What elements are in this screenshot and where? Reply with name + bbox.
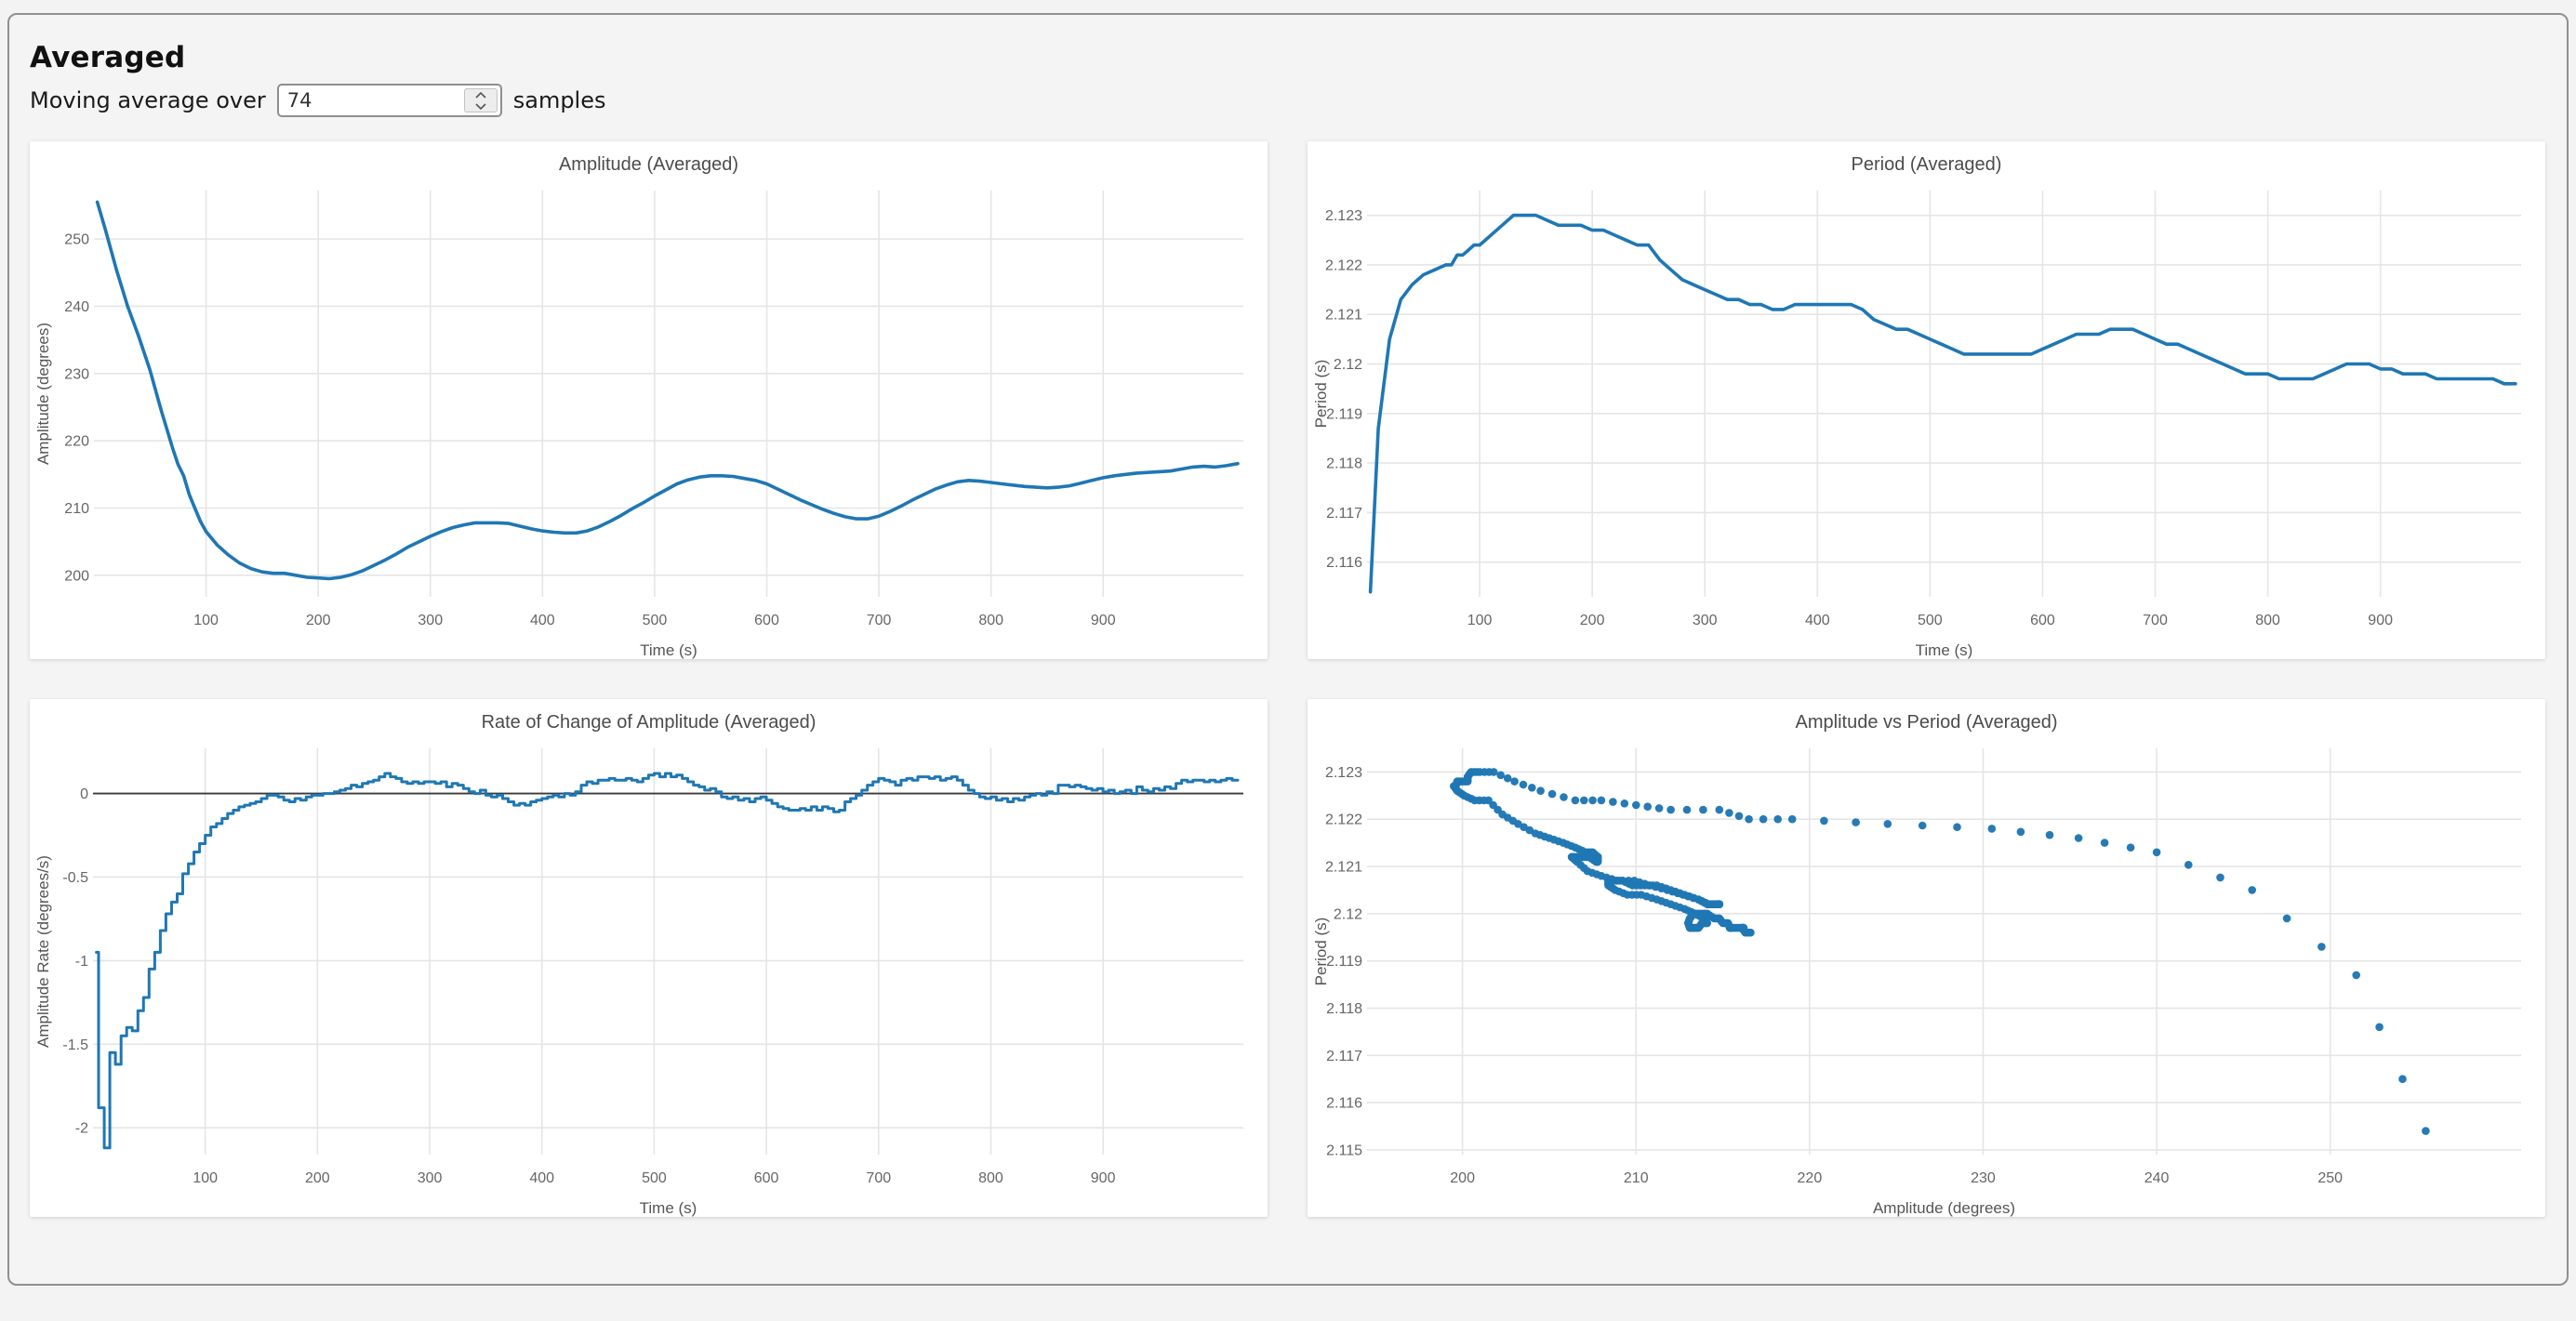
svg-text:2.122: 2.122 [1325,812,1362,828]
svg-text:Time (s): Time (s) [640,641,697,659]
chart-title-period: Period (Averaged) [1851,154,2002,175]
svg-text:-1.5: -1.5 [62,1037,88,1053]
amplitude-vs-period-chart-canvas: 200 210 220 230 240 250 2.115 2.116 2.117 2.118 2.… [1312,748,2521,1217]
svg-text:500: 500 [1918,613,1943,628]
svg-text:300: 300 [418,613,443,628]
svg-text:700: 700 [2143,613,2168,628]
amplitude-rate-chart-canvas: 100 200 300 400 500 600 700 800 900 0 -0.5 -1 -1.5 -2… [34,748,1243,1217]
period-chart-canvas: 100 200 300 400 500 600 700 800 900 2.116 2.117 2.1… [1312,191,2521,659]
svg-text:300: 300 [1693,613,1718,628]
svg-text:100: 100 [1467,613,1493,628]
chart-card-amplitude-vs-period: Amplitude vs Period (Averaged) 200 210 220… [1308,699,2545,1217]
svg-text:900: 900 [2368,613,2393,628]
svg-text:300: 300 [418,1170,443,1186]
svg-text:2.122: 2.122 [1325,258,1362,273]
svg-text:220: 220 [1798,1170,1823,1186]
svg-text:100: 100 [193,613,219,628]
svg-text:200: 200 [305,1170,330,1186]
svg-text:800: 800 [2255,613,2280,628]
svg-text:900: 900 [1091,613,1116,628]
moving-average-input[interactable] [278,86,461,115]
chevron-up-icon [475,91,486,99]
number-spinner [463,88,498,112]
charts-grid: Amplitude (Averaged) 100 200 300 400 500 600 7… [30,141,2546,1217]
svg-text:500: 500 [643,613,668,628]
amplitude-chart-canvas: 100 200 300 400 500 600 700 800 900 200 210 220 230 2… [34,191,1243,659]
svg-text:600: 600 [2030,613,2055,628]
svg-text:200: 200 [306,613,331,628]
svg-text:2.115: 2.115 [1326,1143,1362,1158]
svg-text:800: 800 [978,613,1003,628]
svg-text:100: 100 [193,1170,218,1186]
svg-text:Amplitude (degrees): Amplitude (degrees) [1873,1199,2015,1217]
chart-card-amplitude-rate: Rate of Change of Amplitude (Averaged) 1… [30,699,1268,1217]
svg-text:200: 200 [1450,1170,1475,1186]
svg-text:400: 400 [529,1170,554,1186]
svg-text:220: 220 [64,434,89,450]
moving-average-label-suffix: samples [512,87,606,113]
main-container: Averaged Moving average over samples Amp… [7,13,2569,1286]
svg-text:Time (s): Time (s) [1916,641,1973,659]
svg-text:Period (s): Period (s) [1312,918,1330,986]
chart-card-period: Period (Averaged) 100 200 300 400 500 600 700 8… [1308,141,2545,659]
svg-text:2.119: 2.119 [1326,954,1362,970]
svg-text:400: 400 [1805,613,1830,628]
svg-text:2.119: 2.119 [1326,406,1362,422]
moving-average-input-wrapper [276,84,502,117]
svg-text:600: 600 [754,613,779,628]
svg-text:2.116: 2.116 [1326,1096,1362,1112]
svg-text:-2: -2 [75,1121,88,1137]
svg-text:240: 240 [64,299,89,315]
spinner-down-button[interactable] [465,100,497,112]
svg-text:200: 200 [64,568,89,584]
svg-text:240: 240 [2144,1170,2170,1186]
svg-text:230: 230 [64,366,89,382]
svg-text:2.12: 2.12 [1334,906,1362,922]
svg-text:2.117: 2.117 [1326,506,1362,522]
svg-text:2.123: 2.123 [1325,208,1362,224]
svg-text:700: 700 [866,1170,891,1186]
svg-text:Amplitude Rate (degrees/s): Amplitude Rate (degrees/s) [34,855,52,1048]
svg-text:0: 0 [80,786,88,802]
svg-text:800: 800 [978,1170,1003,1186]
svg-text:210: 210 [1624,1170,1649,1186]
svg-text:2.117: 2.117 [1326,1049,1362,1064]
svg-text:230: 230 [1971,1170,1996,1186]
chart-card-amplitude: Amplitude (Averaged) 100 200 300 400 500 600 7… [30,141,1268,659]
page-title: Averaged [30,41,186,74]
svg-text:2.116: 2.116 [1326,555,1362,571]
svg-text:Period (s): Period (s) [1312,360,1330,429]
svg-text:200: 200 [1580,613,1605,628]
chevron-down-icon [475,102,486,110]
moving-average-controls: Moving average over samples [30,84,2546,117]
svg-text:Time (s): Time (s) [640,1199,697,1217]
svg-text:2.121: 2.121 [1325,860,1362,876]
chart-title-amplitude: Amplitude (Averaged) [558,154,739,175]
svg-text:900: 900 [1091,1170,1116,1186]
svg-text:2.12: 2.12 [1334,357,1362,373]
svg-text:2.118: 2.118 [1326,1001,1362,1017]
svg-text:-0.5: -0.5 [62,870,88,886]
svg-text:700: 700 [867,613,892,628]
chart-title-amplitude-rate: Rate of Change of Amplitude (Averaged) [481,712,817,733]
svg-text:250: 250 [2317,1170,2343,1186]
svg-text:2.123: 2.123 [1325,765,1362,781]
svg-text:2.118: 2.118 [1326,456,1362,472]
svg-text:Amplitude (degrees): Amplitude (degrees) [34,323,52,465]
svg-text:500: 500 [642,1170,667,1186]
chart-title-amplitude-vs-period: Amplitude vs Period (Averaged) [1795,712,2058,733]
svg-text:-1: -1 [75,954,88,970]
svg-text:400: 400 [530,613,555,628]
moving-average-label-prefix: Moving average over [30,87,266,113]
spinner-up-button[interactable] [465,89,497,100]
svg-text:210: 210 [64,501,89,517]
svg-text:2.121: 2.121 [1325,308,1362,324]
svg-text:600: 600 [754,1170,779,1186]
svg-text:250: 250 [64,232,89,248]
